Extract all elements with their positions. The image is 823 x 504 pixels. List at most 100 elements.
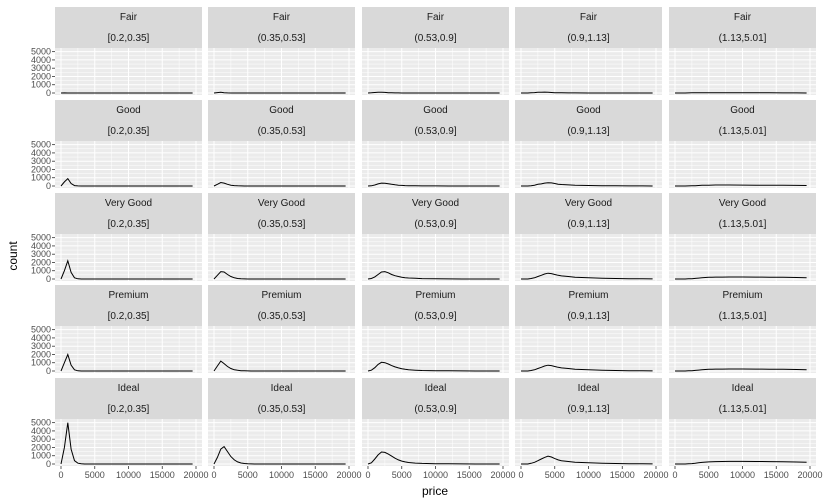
facet-strip <box>669 193 816 234</box>
facet-panel: Premium (0.53,0.9] <box>362 285 509 373</box>
y-tick-label: 3000 <box>31 341 51 351</box>
x-tick-label: 5000 <box>545 470 565 480</box>
x-tick-label: 0 <box>518 470 523 480</box>
facet-col-label: [0.2,0.35] <box>108 126 150 137</box>
facet-panel: Good (0.53,0.9] <box>362 100 509 188</box>
series-line <box>213 91 346 94</box>
series-line <box>60 422 193 465</box>
y-tick-label: 2000 <box>31 349 51 359</box>
facet-row-label: Ideal <box>425 383 447 394</box>
panels-layer: Fair[0.2,0.35]010002000300040005000Fair(… <box>31 7 823 480</box>
y-tick-label: 5000 <box>31 140 51 150</box>
y-tick-label: 3000 <box>31 249 51 259</box>
series-line <box>213 360 346 372</box>
facet-panel: Ideal (0.35,0.53] 0 5000 10000 15000 20000 <box>208 378 362 480</box>
x-tick-label: 5000 <box>392 470 412 480</box>
x-tick-label: 15000 <box>764 470 789 480</box>
facet-strip <box>55 100 202 141</box>
x-tick-label: 5000 <box>699 470 719 480</box>
x-tick-label: 20000 <box>336 470 361 480</box>
facet-panel: Good (0.9,1.13] <box>515 100 662 188</box>
facet-col-label: (0.9,1.13] <box>567 219 609 230</box>
facet-row-label: Ideal <box>118 383 140 394</box>
series-line <box>367 182 500 187</box>
x-axis-title: price <box>422 484 448 498</box>
y-tick-label: 2000 <box>31 257 51 267</box>
facet-row-label: Very Good <box>565 198 612 209</box>
x-tick-label: 15000 <box>610 470 635 480</box>
facet-strip <box>55 7 202 48</box>
facet-row-label: Very Good <box>258 198 305 209</box>
x-tick-label: 15000 <box>150 470 175 480</box>
facet-strip <box>362 193 509 234</box>
series-line <box>521 272 653 280</box>
facet-col-label: (0.35,0.53] <box>258 311 306 322</box>
facet-strip <box>208 100 355 141</box>
facet-col-label: (0.9,1.13] <box>567 404 609 415</box>
facet-row-label: Premium <box>568 290 608 301</box>
facet-row-label: Very Good <box>105 198 152 209</box>
facet-row-label: Ideal <box>732 383 754 394</box>
y-tick-label: 2000 <box>31 164 51 174</box>
facet-strip <box>55 285 202 326</box>
facet-col-label: (1.13,5.01] <box>719 219 767 230</box>
x-tick-label: 0 <box>672 470 677 480</box>
y-tick-label: 3000 <box>31 434 51 444</box>
facet-row-label: Very Good <box>412 198 459 209</box>
facet-col-label: (0.53,0.9] <box>414 33 456 44</box>
facet-row-label: Ideal <box>578 383 600 394</box>
series-line <box>367 271 500 280</box>
facet-col-label: (1.13,5.01] <box>719 311 767 322</box>
facet-strip <box>669 285 816 326</box>
facet-col-label: (0.35,0.53] <box>258 404 306 415</box>
y-tick-label: 0 <box>46 181 51 191</box>
facet-col-label: [0.2,0.35] <box>108 311 150 322</box>
facet-row-label: Fair <box>580 12 598 23</box>
facet-strip <box>208 193 355 234</box>
facet-row-label: Ideal <box>271 383 293 394</box>
y-tick-label: 5000 <box>31 325 51 335</box>
y-tick-label: 0 <box>46 274 51 284</box>
series-line <box>213 181 346 187</box>
facet-col-label: [0.2,0.35] <box>108 219 150 230</box>
facet-row-label: Good <box>730 105 754 116</box>
facet-col-label: (0.53,0.9] <box>414 404 456 415</box>
x-tick-label: 0 <box>365 470 370 480</box>
facet-row-label: Premium <box>415 290 455 301</box>
facet-row-label: Fair <box>120 12 138 23</box>
facet-row-label: Fair <box>427 12 445 23</box>
facet-strip <box>515 100 662 141</box>
x-tick-label: 5000 <box>85 470 105 480</box>
series-line <box>60 177 193 187</box>
facet-strip <box>515 7 662 48</box>
facet-col-label: (0.9,1.13] <box>567 311 609 322</box>
series-line <box>521 364 653 372</box>
facet-strip <box>669 7 816 48</box>
facet-strip <box>669 100 816 141</box>
y-tick-label: 1000 <box>31 451 51 461</box>
facet-strip <box>515 285 662 326</box>
facet-strip <box>515 378 662 419</box>
y-tick-label: 1000 <box>31 266 51 276</box>
facet-row-label: Premium <box>108 290 148 301</box>
facet-strip <box>669 378 816 419</box>
series-line <box>367 361 500 372</box>
facet-strip <box>208 7 355 48</box>
series-line <box>60 259 193 280</box>
x-tick-label: 20000 <box>183 470 208 480</box>
series-line <box>675 184 807 187</box>
x-tick-label: 15000 <box>457 470 482 480</box>
x-tick-label: 0 <box>58 470 63 480</box>
facet-strip <box>208 378 355 419</box>
y-tick-label: 5000 <box>31 47 51 57</box>
facet-row-label: Good <box>576 105 600 116</box>
series-line <box>521 455 653 465</box>
facet-row-label: Very Good <box>719 198 766 209</box>
facet-col-label: (0.35,0.53] <box>258 126 306 137</box>
x-tick-label: 10000 <box>576 470 601 480</box>
